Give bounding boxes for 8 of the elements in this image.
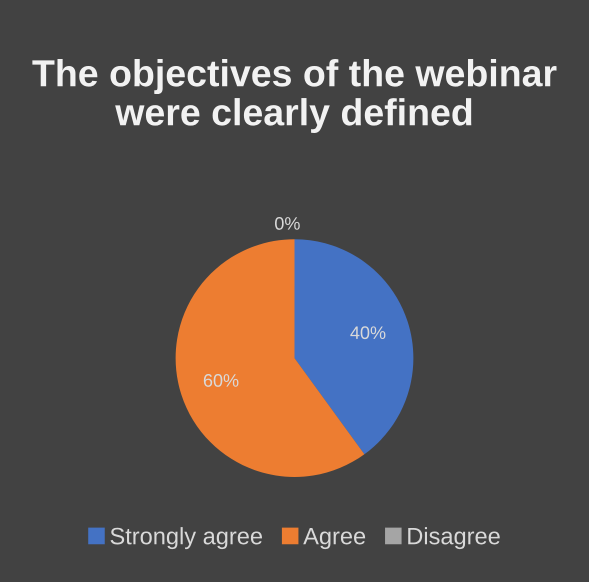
legend-label: Disagree <box>408 527 500 550</box>
legend-label: Agree <box>303 528 366 550</box>
chart-title: The objectives of the webinar were clearly defined <box>32 59 557 134</box>
legend-label: Strongly agree <box>110 527 262 550</box>
text: 0% <box>275 217 300 230</box>
data-label: 60% <box>204 374 238 387</box>
pie-slice <box>294 239 414 454</box>
data-label: 40% <box>350 326 386 340</box>
